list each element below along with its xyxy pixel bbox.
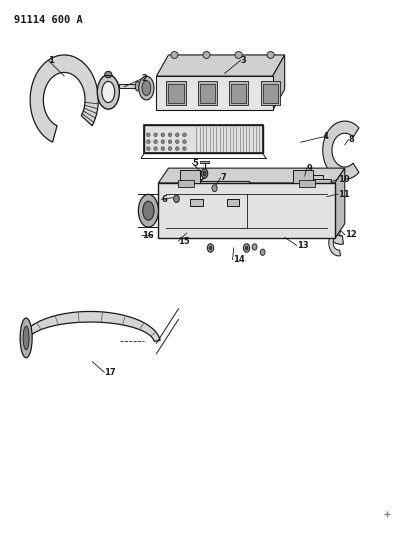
Ellipse shape [207, 244, 214, 252]
Ellipse shape [147, 147, 150, 150]
Ellipse shape [142, 80, 151, 95]
Ellipse shape [135, 82, 140, 91]
Text: 17: 17 [104, 368, 116, 377]
Ellipse shape [105, 71, 112, 78]
Text: 91114 600 A: 91114 600 A [14, 15, 83, 25]
Ellipse shape [174, 195, 179, 203]
Polygon shape [184, 181, 249, 199]
Ellipse shape [209, 246, 212, 250]
Ellipse shape [201, 168, 208, 178]
Ellipse shape [23, 326, 29, 350]
Text: 6: 6 [162, 195, 168, 204]
Polygon shape [158, 183, 335, 238]
Ellipse shape [212, 185, 217, 192]
Ellipse shape [168, 133, 172, 136]
Polygon shape [20, 311, 160, 341]
Ellipse shape [161, 140, 164, 143]
Polygon shape [293, 169, 313, 183]
Ellipse shape [175, 133, 179, 136]
Polygon shape [313, 193, 327, 200]
Ellipse shape [139, 195, 158, 227]
Text: 16: 16 [142, 231, 153, 240]
Text: 13: 13 [297, 241, 308, 250]
Text: 10: 10 [338, 175, 350, 184]
Polygon shape [326, 204, 343, 244]
Polygon shape [168, 84, 183, 102]
Polygon shape [261, 82, 280, 105]
Ellipse shape [102, 82, 115, 102]
Ellipse shape [175, 140, 179, 143]
Ellipse shape [235, 52, 242, 59]
Ellipse shape [139, 76, 154, 100]
Text: 9: 9 [307, 164, 313, 173]
Ellipse shape [147, 133, 150, 136]
Ellipse shape [20, 318, 32, 358]
Text: 3: 3 [241, 56, 246, 64]
Ellipse shape [260, 249, 265, 255]
Polygon shape [273, 55, 285, 110]
Polygon shape [309, 179, 331, 187]
Polygon shape [335, 168, 345, 238]
Ellipse shape [243, 244, 250, 252]
Polygon shape [144, 125, 262, 153]
Polygon shape [229, 82, 248, 105]
Polygon shape [156, 76, 273, 110]
Polygon shape [119, 84, 136, 88]
Polygon shape [156, 55, 285, 76]
Ellipse shape [161, 133, 164, 136]
Ellipse shape [203, 52, 210, 59]
Ellipse shape [252, 244, 257, 250]
Polygon shape [30, 55, 98, 142]
Ellipse shape [161, 147, 164, 150]
Ellipse shape [147, 140, 150, 143]
Ellipse shape [154, 140, 158, 143]
Polygon shape [311, 187, 329, 192]
Ellipse shape [168, 147, 172, 150]
Polygon shape [226, 199, 239, 206]
Polygon shape [198, 82, 217, 105]
Text: 7: 7 [221, 173, 226, 182]
Text: 2: 2 [142, 74, 147, 83]
Ellipse shape [183, 133, 186, 136]
Ellipse shape [267, 52, 274, 59]
Ellipse shape [154, 147, 158, 150]
Polygon shape [262, 84, 278, 102]
Polygon shape [200, 84, 215, 102]
Text: 12: 12 [345, 230, 356, 239]
Polygon shape [158, 168, 345, 183]
Text: 11: 11 [338, 190, 350, 199]
Polygon shape [299, 180, 315, 187]
Text: 15: 15 [179, 237, 190, 246]
Text: 14: 14 [232, 255, 244, 264]
Ellipse shape [143, 201, 154, 220]
Ellipse shape [171, 52, 178, 59]
Text: 8: 8 [348, 135, 354, 144]
Ellipse shape [97, 75, 119, 109]
Ellipse shape [175, 147, 179, 150]
Text: 4: 4 [323, 132, 328, 141]
Text: 1: 1 [48, 56, 54, 64]
Ellipse shape [183, 147, 186, 150]
Polygon shape [179, 180, 194, 187]
Ellipse shape [168, 140, 172, 143]
Polygon shape [323, 121, 359, 179]
Polygon shape [231, 84, 247, 102]
Ellipse shape [154, 133, 158, 136]
Ellipse shape [245, 246, 248, 250]
Polygon shape [166, 82, 185, 105]
Ellipse shape [183, 140, 186, 143]
Polygon shape [329, 230, 341, 256]
Polygon shape [190, 199, 202, 206]
Ellipse shape [203, 171, 206, 176]
Text: 5: 5 [192, 159, 198, 168]
Polygon shape [301, 175, 323, 182]
Polygon shape [200, 161, 209, 164]
Polygon shape [181, 169, 200, 183]
